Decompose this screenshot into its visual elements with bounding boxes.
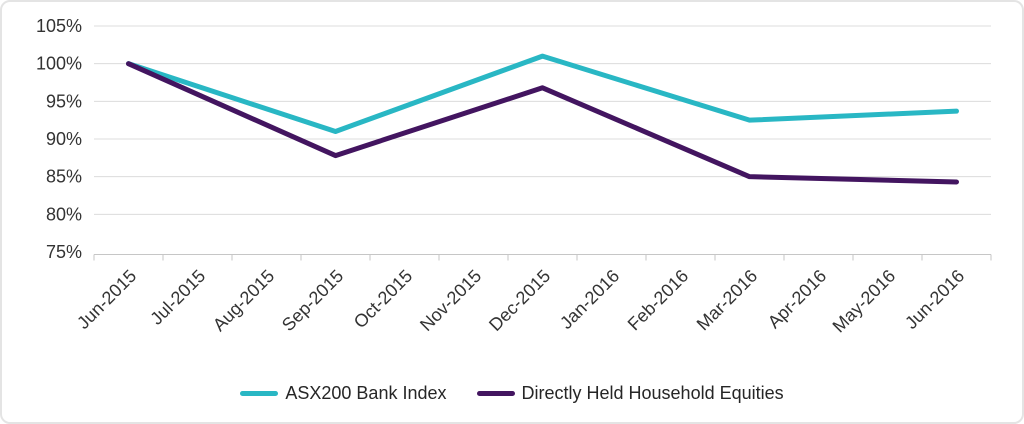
x-axis-tick-label: Jun-2015	[73, 266, 140, 333]
x-axis-tick-label: Nov-2015	[416, 266, 485, 335]
y-axis-tick-label: 75%	[46, 242, 82, 262]
series-line-directly-held-household-equities	[126, 61, 959, 185]
y-axis-tick-label: 105%	[36, 16, 82, 36]
y-axis-tick-label: 80%	[46, 204, 82, 224]
x-axis-tick-label: Mar-2016	[693, 266, 762, 335]
x-axis-tick-label: Feb-2016	[624, 266, 693, 335]
x-axis-tick-label: Oct-2015	[350, 266, 417, 333]
x-axis-tick-label: Apr-2016	[764, 266, 831, 333]
line-chart: 105%100%95%90%85%80%75%Jun-2015 Jul-2015 A…	[36, 16, 992, 337]
x-axis-tick-label: Jul-2015	[146, 266, 209, 329]
legend-swatch-asx200-bank-index	[240, 391, 279, 396]
y-axis-tick-label: 85%	[46, 167, 82, 187]
y-axis-tick-label: 90%	[46, 129, 82, 149]
legend-swatch-directly-held-household-equities	[476, 391, 515, 396]
y-axis-tick-label: 100%	[36, 54, 82, 74]
x-axis-tick-label: May-2016	[829, 266, 900, 337]
legend-item-asx200-bank-index: ASX200 Bank Index	[240, 383, 447, 404]
x-axis-tick-label: Aug-2015	[209, 266, 278, 335]
series-line-asx200-bank-index	[126, 53, 959, 134]
legend-label-directly-held-household-equities: Directly Held Household Equities	[521, 383, 784, 403]
legend-item-directly-held-household-equities: Directly Held Household Equities	[476, 383, 784, 404]
x-axis-tick-label: Jun-2016	[901, 266, 968, 333]
y-axis-tick-label: 95%	[46, 91, 82, 111]
x-axis-tick-label: Jan-2016	[556, 266, 623, 333]
chart-legend: ASX200 Bank Index Directly Held Househol…	[2, 383, 1022, 404]
x-axis-tick-label: Dec-2015	[485, 266, 554, 335]
legend-label-asx200-bank-index: ASX200 Bank Index	[285, 383, 447, 403]
x-axis-tick-label: Sep-2015	[278, 266, 347, 335]
